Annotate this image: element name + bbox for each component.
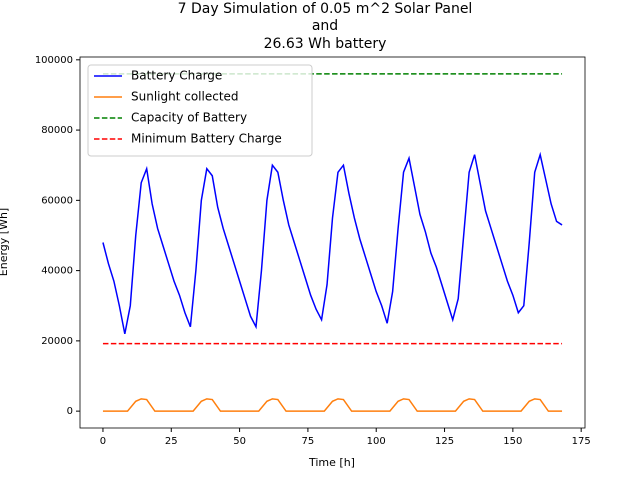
chart-title: and: [312, 18, 338, 34]
x-tick-label: 175: [572, 436, 591, 447]
legend-box: [87, 64, 313, 157]
x-tick-label: 100: [367, 436, 386, 447]
legend-label: Sunlight collected: [131, 90, 239, 104]
x-axis-label: Time [h]: [308, 456, 355, 469]
y-tick-label: 60000: [41, 195, 73, 206]
legend-label: Capacity of Battery: [131, 111, 247, 125]
x-tick-label: 125: [435, 436, 454, 447]
y-tick-label: 20000: [41, 336, 73, 347]
legend-label: Minimum Battery Charge: [131, 132, 282, 146]
y-tick-label: 40000: [41, 266, 73, 277]
y-tick-label: 80000: [41, 125, 73, 136]
chart-title: 7 Day Simulation of 0.05 m^2 Solar Panel: [178, 1, 473, 17]
line-series: [102, 398, 563, 412]
x-tick-label: 50: [233, 436, 246, 447]
x-tick-label: 75: [302, 436, 315, 447]
y-tick-label: 0: [67, 406, 73, 417]
x-tick-label: 0: [100, 436, 106, 447]
legend-label: Battery Charge: [131, 69, 222, 83]
line-series: [102, 151, 563, 334]
plot-frame: [79, 56, 586, 429]
y-axis-label: Energy [Wh]: [0, 208, 10, 276]
x-tick-label: 150: [503, 436, 522, 447]
y-tick-label: 100000: [35, 55, 73, 66]
x-tick-label: 25: [165, 436, 178, 447]
chart-title: 26.63 Wh battery: [264, 36, 387, 52]
